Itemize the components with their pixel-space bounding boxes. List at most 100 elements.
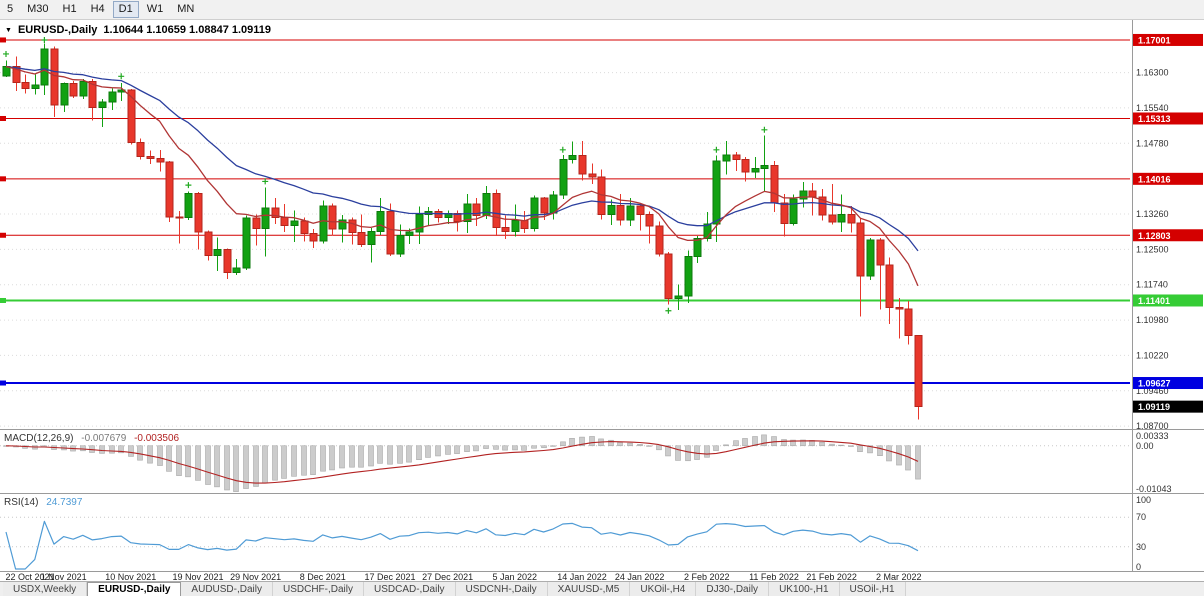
candle-bullish	[722, 154, 731, 162]
svg-text:1.15540: 1.15540	[1136, 103, 1169, 113]
candle-bearish	[434, 211, 443, 219]
chart-tab-usdcad-daily[interactable]: USDCAD-,Daily	[363, 582, 456, 596]
chart-tab-dj30-daily[interactable]: DJ30-,Daily	[696, 582, 770, 596]
level-lines[interactable]	[0, 37, 1130, 386]
macd-histogram-bar	[656, 445, 662, 451]
chart-markers	[3, 37, 768, 314]
rsi-indicator-label: RSI(14) 24.7397	[4, 497, 82, 508]
price-axis[interactable]: 1.16300 1.15540 1.14780 1.13260 1.12500 1.117…	[1133, 33, 1203, 572]
macd-histogram-bar	[665, 445, 671, 457]
candle-bullish	[760, 165, 769, 169]
macd-histogram-bar	[483, 445, 489, 449]
macd-histogram-bar	[867, 445, 873, 454]
timeframe-button-d1[interactable]: D1	[112, 1, 139, 18]
chart-tab-audusd-daily[interactable]: AUDUSD-,Daily	[181, 582, 273, 596]
macd-histogram-bar	[253, 445, 259, 487]
svg-text:1.12803: 1.12803	[1138, 231, 1171, 241]
candle-bullish	[367, 231, 376, 246]
timeframe-button-m30[interactable]: M30	[27, 3, 49, 15]
chart-tab-usdchf-daily[interactable]: USDCHF-,Daily	[272, 582, 364, 596]
candle-bearish	[501, 226, 510, 233]
candle-bullish	[396, 234, 405, 255]
candle-bullish	[79, 80, 88, 97]
macd-histogram-bar	[166, 445, 172, 472]
chart-canvas[interactable]: 1.16300 1.15540 1.14780 1.13260 1.12500 1.117…	[0, 20, 1204, 572]
macd-histogram-bar	[781, 439, 787, 447]
level-line-handle[interactable]	[0, 297, 6, 303]
timeframe-button-h1[interactable]: H1	[62, 3, 77, 15]
macd-histogram-bar	[675, 445, 681, 461]
candle-bearish	[252, 217, 261, 229]
date-tick-label: 22 Oct 2021	[5, 572, 55, 582]
candle-bearish	[50, 48, 59, 106]
chart-tab-xauusd-m5[interactable]: XAUUSD-,M5	[547, 582, 631, 596]
plus-marker	[118, 73, 125, 80]
candle-bearish	[127, 89, 136, 143]
svg-text:0.00: 0.00	[1136, 441, 1154, 451]
candle-bearish	[828, 214, 837, 223]
macd-histogram-bar	[243, 445, 249, 489]
candle-bearish	[386, 211, 395, 255]
chart-tab-ukoil-h4[interactable]: UKOil-,H4	[630, 582, 697, 596]
level-line-handle[interactable]	[0, 37, 6, 43]
date-tick-label: 5 Jan 2022	[492, 572, 538, 582]
svg-text:1.10220: 1.10220	[1136, 350, 1169, 360]
macd-histogram-bar	[646, 445, 652, 447]
candle-bearish	[876, 239, 885, 266]
candle-bullish	[232, 267, 241, 274]
candle-bullish	[415, 213, 424, 233]
rsi-value: 24.7397	[46, 497, 83, 508]
candle-bearish	[655, 225, 664, 255]
level-price-label: 1.14016	[1133, 172, 1203, 185]
candle-bullish	[290, 220, 299, 227]
svg-text:0.00333: 0.00333	[1136, 431, 1169, 441]
macd-histogram-bar	[608, 439, 614, 447]
chart-tab-usoil-h1[interactable]: USOil-,H1	[839, 582, 906, 596]
candle-bearish	[146, 155, 155, 160]
chart-tabs-bar: USDX,Weekly EURUSD-,Daily AUDUSD-,Daily USD…	[0, 581, 1204, 596]
macd-histogram-bar	[848, 445, 854, 447]
macd-signal-value: -0.003506	[134, 433, 180, 444]
level-line-handle[interactable]	[0, 380, 6, 386]
candle-bearish	[904, 308, 913, 336]
chart-tab-usdx-weekly[interactable]: USDX,Weekly	[3, 582, 88, 596]
macd-histogram-bar	[425, 445, 431, 458]
timeframe-button-mn[interactable]: MN	[177, 3, 195, 15]
svg-text:1.14780: 1.14780	[1136, 138, 1169, 148]
candle-bearish	[636, 205, 645, 215]
macd-histogram-bar	[800, 439, 806, 447]
chart-menu-icon[interactable]: ▼	[5, 26, 12, 34]
level-line-handle[interactable]	[0, 176, 6, 182]
timeframe-button-w1[interactable]: W1	[146, 3, 164, 15]
candle-bearish	[88, 80, 97, 108]
candle-bullish	[866, 239, 875, 277]
macd-histogram-bar	[704, 445, 710, 458]
macd-histogram-bar	[541, 445, 547, 449]
candle-bullish	[98, 101, 107, 108]
plus-marker	[3, 50, 9, 57]
macd-histogram-bar	[435, 445, 441, 457]
chart-tab-usdcnh-daily[interactable]: USDCNH-,Daily	[455, 582, 548, 596]
ma-slow-line	[5, 65, 919, 252]
current-price-label: 1.09119	[1133, 400, 1203, 413]
macd-histogram-bar	[752, 436, 758, 447]
level-price-label: 1.11401	[1133, 294, 1203, 307]
svg-text:1.11740: 1.11740	[1136, 280, 1168, 290]
candle-bearish	[616, 205, 625, 221]
macd-histogram-bar	[262, 445, 268, 484]
candle-bearish	[472, 203, 481, 216]
level-line-handle[interactable]	[0, 232, 6, 238]
candle-bearish	[21, 81, 30, 89]
level-line-handle[interactable]	[0, 115, 6, 121]
macd-histogram-bar	[627, 442, 633, 447]
candle-bearish	[453, 213, 462, 222]
chart-tab-uk100-h1[interactable]: UK100-,H1	[769, 582, 840, 596]
time-axis[interactable]: 22 Oct 2021 1 Nov 2021 10 Nov 2021 19 Nov 2…	[0, 572, 1130, 582]
svg-text:1.09627: 1.09627	[1138, 379, 1171, 389]
macd-histogram-bar	[233, 445, 239, 492]
timeframe-button-h4[interactable]: H4	[90, 3, 105, 15]
chart-tab-eurusd-daily[interactable]: EURUSD-,Daily	[87, 582, 182, 596]
timeframe-toolbar: 5 M30 H1 H4 D1 W1 MN	[0, 0, 1204, 20]
plus-marker	[713, 146, 720, 153]
timeframe-button-5[interactable]: 5	[7, 3, 14, 15]
